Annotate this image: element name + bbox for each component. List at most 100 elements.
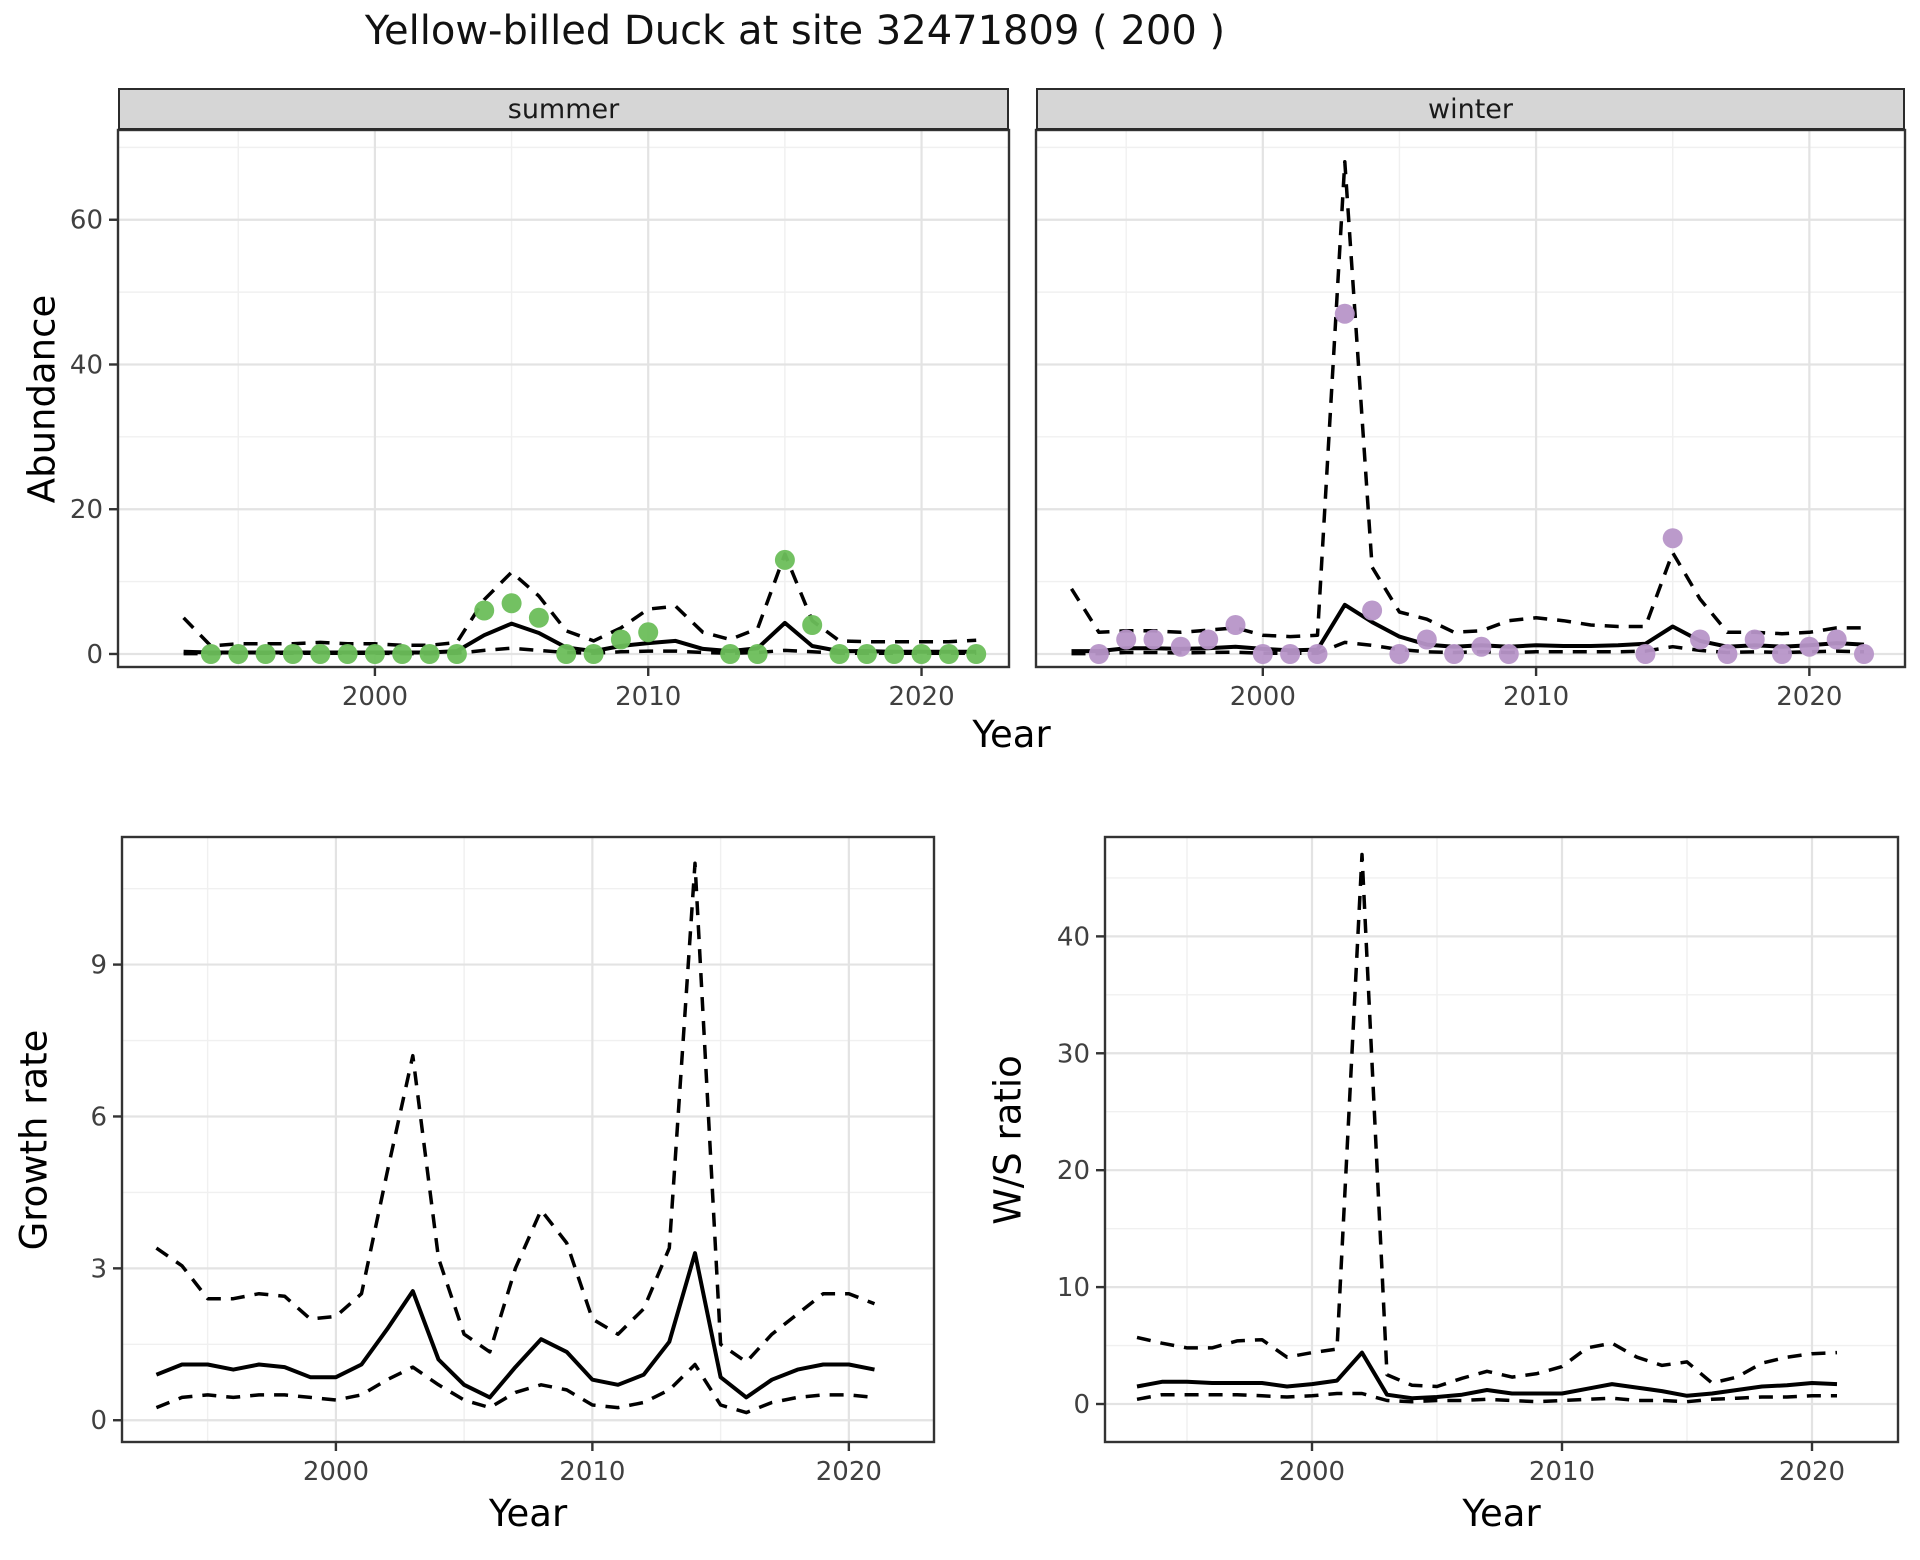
x-tick-label: 2020: [888, 682, 954, 712]
data-point: [1307, 644, 1328, 664]
facet-strip-winter: winter: [1036, 88, 1905, 130]
x-axis-title-year-bottom-right: Year: [1462, 1492, 1541, 1535]
data-point: [282, 644, 303, 664]
y-tick-label: 10: [1057, 1273, 1090, 1303]
data-point: [1471, 636, 1492, 657]
panel-growth-rate: 2000 2010 2020 0 3 6 9: [90, 835, 936, 1487]
data-point: [337, 644, 358, 664]
y-tick-label: 60: [70, 206, 103, 236]
data-point: [802, 615, 823, 635]
x-axis-title-year-bottom-left: Year: [488, 1492, 568, 1535]
data-point: [966, 644, 987, 664]
x-tick-label: 2000: [1230, 682, 1296, 712]
y-tick-label: 40: [70, 350, 103, 380]
x-tick-label: 2010: [1503, 682, 1569, 712]
series-lower95: [1071, 640, 1865, 656]
data-point: [884, 644, 905, 664]
series-upper95: [182, 552, 977, 648]
x-tick-label: 2010: [615, 682, 681, 712]
y-tick-label: 20: [70, 495, 103, 525]
panel-background: [1036, 130, 1905, 667]
data-point: [446, 644, 467, 664]
x-tick-label: 2000: [1279, 1457, 1345, 1487]
data-point: [774, 549, 795, 570]
data-point: [200, 644, 221, 664]
y-axis-title-growth-rate: Growth rate: [12, 1029, 56, 1250]
data-point: [856, 644, 877, 664]
y-tick-label: 20: [1057, 1156, 1090, 1186]
panel-border: [1034, 128, 1907, 669]
facet-strip-winter-label: winter: [1428, 93, 1513, 125]
data-point: [1416, 629, 1437, 650]
data-point: [364, 644, 385, 664]
series-fit: [155, 1251, 875, 1400]
y-tick-label: 3: [90, 1254, 107, 1284]
data-point: [1170, 636, 1191, 657]
panel-background: [118, 130, 1009, 667]
data-point: [1143, 629, 1164, 650]
facet-strip-summer-label: summer: [507, 93, 620, 125]
data-point: [528, 607, 549, 628]
data-point: [474, 600, 495, 621]
data-point: [1826, 629, 1847, 650]
data-point: [228, 644, 249, 664]
data-point: [1799, 636, 1820, 657]
data-point: [583, 644, 604, 664]
x-tick-label: 2020: [1776, 682, 1842, 712]
data-point: [1854, 644, 1874, 664]
series-upper95: [1136, 852, 1838, 1389]
plot-title: Yellow-billed Duck at site 32471809 ( 20…: [364, 8, 1226, 54]
y-tick-label: 40: [1057, 922, 1090, 952]
data-point: [829, 644, 850, 664]
panel-abundance-winter: 2000 2010 2020: [1034, 128, 1907, 712]
panel-background: [1105, 837, 1898, 1442]
panel-abundance-summer: 2000 2010 2020 0 20 40 60: [70, 128, 1011, 712]
data-point: [556, 644, 577, 664]
data-point: [310, 644, 331, 664]
x-tick-label: 2010: [1529, 1457, 1595, 1487]
series-lower95: [1136, 1391, 1837, 1404]
y-tick-label: 9: [90, 951, 107, 981]
panel-background: [122, 837, 934, 1442]
x-tick-label: 2020: [1779, 1457, 1845, 1487]
data-point: [1334, 303, 1355, 324]
y-axis-title-abundance: Abundance: [20, 294, 64, 503]
data-point: [747, 644, 768, 664]
data-point: [1444, 644, 1465, 664]
data-point: [1717, 644, 1738, 664]
data-point: [1772, 644, 1792, 664]
x-tick-label: 2010: [559, 1457, 625, 1487]
panel-ws-ratio: 2000 2010 2020 0 10 20 30 40: [1057, 835, 1900, 1487]
data-point: [1280, 644, 1301, 664]
y-tick-label: 0: [90, 1406, 107, 1436]
data-point: [638, 622, 659, 643]
y-tick-label: 30: [1057, 1039, 1090, 1069]
panel-border: [120, 835, 936, 1444]
panel-border: [116, 128, 1011, 669]
data-point: [419, 644, 440, 664]
x-tick-label: 2020: [816, 1457, 882, 1487]
data-point: [1690, 629, 1710, 650]
data-point: [720, 644, 741, 664]
series-fit: [1136, 1350, 1838, 1401]
data-point: [392, 644, 413, 664]
series-upper95: [1070, 160, 1864, 639]
facet-strip-summer: summer: [118, 88, 1009, 130]
data-point: [938, 644, 959, 664]
x-axis-title-year-top: Year: [972, 713, 1051, 756]
y-axis-title-ws-ratio: W/S ratio: [986, 1054, 1030, 1225]
data-point: [255, 644, 276, 664]
data-point: [1389, 644, 1410, 664]
y-tick-label: 6: [90, 1102, 107, 1132]
data-point: [501, 593, 522, 614]
y-tick-label: 0: [86, 640, 103, 670]
x-tick-label: 2000: [342, 682, 408, 712]
data-point: [1225, 615, 1246, 635]
data-point: [1662, 528, 1683, 549]
series-upper95: [155, 861, 876, 1364]
data-point: [1088, 644, 1109, 664]
y-tick-label: 0: [1073, 1390, 1090, 1420]
data-point: [1744, 629, 1765, 650]
